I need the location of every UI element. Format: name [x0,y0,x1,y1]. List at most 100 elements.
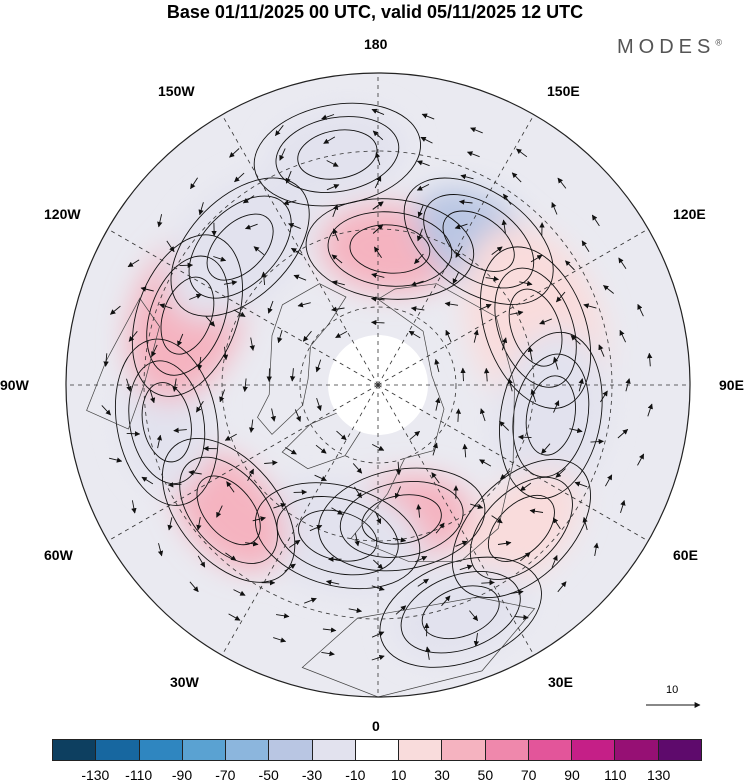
wind-arrow-118 [578,378,584,392]
wind-arrow-104 [172,378,178,392]
wind-arrow-231 [371,444,385,451]
colorbar-swatch-11 [528,740,573,760]
wind-arrow-176 [374,246,382,259]
wind-arrow-196 [371,272,385,279]
label-180: 180 [364,36,388,52]
wind-arrow-138 [372,559,384,570]
wind-arrow-72 [159,303,173,309]
colorbar-swatch-12 [572,740,616,760]
wind-arrow-96 [416,160,430,167]
wind-arrow-113 [459,564,473,571]
map-title: Base 01/11/2025 00 UTC, valid 05/11/2025… [166,2,584,22]
colorbar-tick-9: 50 [477,767,494,783]
meridian-150 [377,114,535,386]
latitude-circle-70 [299,306,457,464]
wind-arrow-177 [331,254,343,264]
wind-arrow-115 [529,508,544,514]
wind-arrow-60 [603,285,614,294]
label-90w: 90W [0,377,29,393]
colorbar-tick-13: 130 [646,767,671,783]
wind-arrow-216 [289,368,296,382]
wind-arrow-30 [557,177,567,189]
wind-arrow-66 [374,152,381,166]
wind-arrow-14 [228,613,241,621]
wind-arrow-67 [326,160,339,167]
meridian--30 [221,384,379,656]
label-150e: 150E [547,83,580,99]
wind-arrow-35 [323,136,336,144]
wind-arrow-228 [315,359,322,373]
wind-arrow-61 [581,240,590,253]
contour-neg-80w-3 [114,338,219,506]
label-90e: 90E [719,377,744,393]
wind-arrow-181 [242,378,248,393]
wind-arrow-170 [527,346,534,360]
wind-arrow-191 [507,378,513,392]
wind-arrow-165 [435,522,445,534]
wind-arrow-214 [331,306,345,312]
anomaly-layer [121,109,608,660]
contour-neg-150e-2 [423,194,535,289]
contour-pos-110e-3 [480,246,592,409]
anomaly-pos-45e-level-1 [462,469,580,587]
wind-arrow-126 [332,204,339,218]
colorbar-tick-10: 70 [520,767,537,783]
wind-arrow-219 [352,463,363,474]
wind-arrow-21 [557,581,567,593]
wind-arrow-194 [452,271,460,285]
wind-arrow-12 [157,543,164,557]
wind-arrow-53 [510,589,524,595]
wind-arrow-106 [188,470,202,476]
wind-arrow-124 [416,183,430,191]
wind-arrow-42 [126,378,132,392]
wind-arrow-171 [510,310,524,316]
wind-arrow-232 [409,430,421,441]
brand-logo: MODES® [617,36,722,59]
wind-arrow-17 [371,654,385,661]
wind-arrow-73 [151,344,158,358]
wind-arrow-77 [196,517,202,531]
wind-arrow-7 [109,305,121,315]
wind-arrow-36 [279,148,286,161]
wind-arrow-11 [131,500,137,514]
wind-arrow-174 [416,228,423,242]
wind-arrow-157 [222,346,229,361]
wind-arrow-59 [619,329,627,343]
wind-arrow-31 [516,148,528,158]
colorbar-swatch-4 [226,740,270,760]
wind-arrow-8 [103,353,109,367]
wind-arrow-26 [646,352,653,367]
wind-arrow-199 [277,329,283,344]
contour-pos-north-pacific-3 [305,198,475,300]
wind-arrow-83 [441,595,451,607]
wind-arrow-101 [213,256,227,262]
wind-arrow-156 [233,309,246,317]
wind-arrow-3 [229,148,240,158]
wind-arrow-141 [491,515,503,524]
colorbar-swatch-10 [485,740,529,760]
anomaly-neg-80e-level-1 [494,328,608,503]
contour-neg-80w-1 [141,382,192,463]
contour-pos-45e-2 [469,476,573,580]
wind-arrow-90 [598,344,605,357]
wind-arrow-150 [417,204,424,218]
wind-arrow-33 [421,113,435,120]
wind-arrow-185 [331,507,344,515]
wind-arrow-195 [414,253,424,264]
colorbar-swatch-0 [53,740,97,760]
wind-arrow-58 [625,378,631,392]
wind-arrow-102 [189,293,202,300]
wind-arrow-227 [335,331,348,338]
wind-arrow-217 [294,409,301,422]
wind-arrow-24 [637,453,645,466]
wind-arrow-80 [304,597,317,604]
colorbar [52,739,702,761]
colorbar-swatch-8 [399,740,443,760]
wind-arrow-139 [414,556,428,563]
wind-arrow-2 [275,125,284,137]
colorbar-tick-4: -50 [258,767,279,783]
label-120w: 120W [44,206,81,222]
wind-arrow-147 [519,280,533,287]
wind-arrow-179 [267,300,274,314]
label-60e: 60E [673,547,698,563]
